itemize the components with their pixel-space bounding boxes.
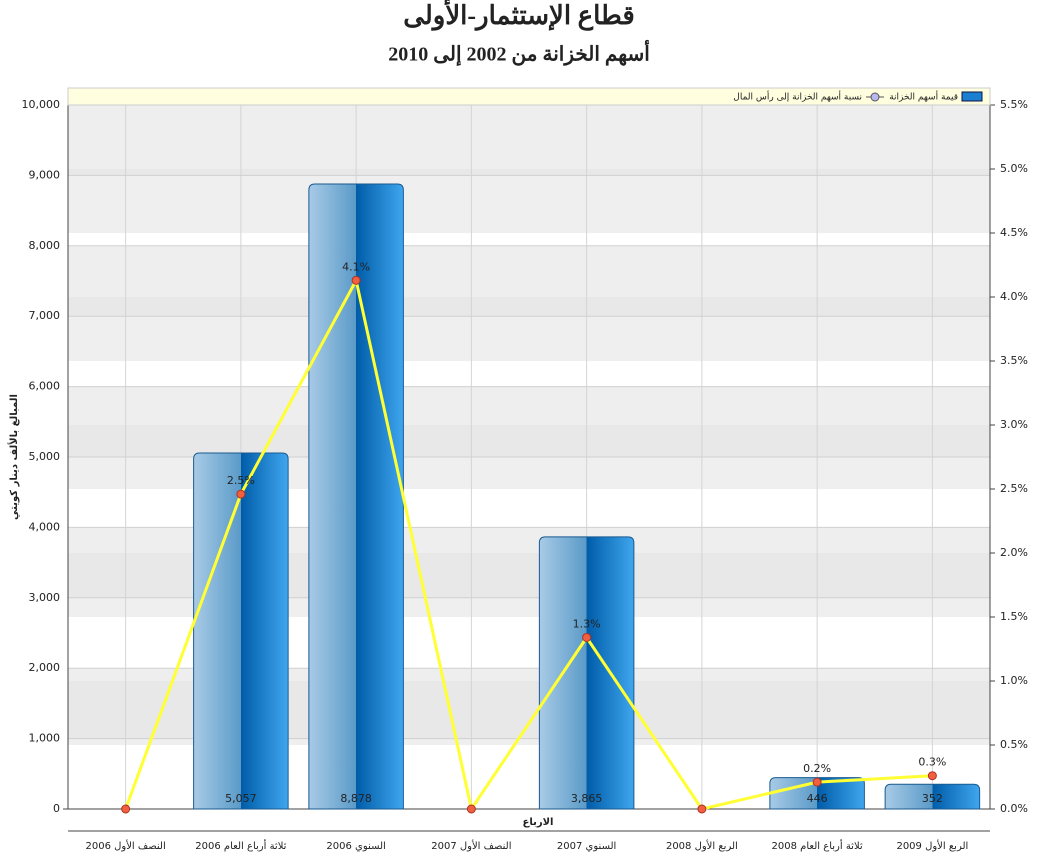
grid-band (68, 105, 990, 176)
bar-value-label: 446 (807, 792, 828, 805)
y-tick-label: 2,000 (29, 661, 61, 674)
y-tick-label: 0 (53, 802, 60, 815)
legend-marker (870, 92, 880, 102)
legend-label: نسبة أسهم الخزانة إلى رأس المال (733, 91, 862, 103)
bar (308, 183, 404, 810)
y2-tick-label: 3.0% (1000, 418, 1028, 431)
line-marker (351, 275, 361, 285)
line-marker (582, 632, 592, 642)
line-value-label: 0.2% (803, 762, 831, 775)
x-tick-label: ثلاثة أرباع العام 2006 (195, 839, 286, 852)
y2-tick-label: 0.5% (1000, 738, 1028, 751)
y-axis-label: المبالغ بالألف دينار كويتي (7, 394, 20, 520)
bar-value-label: 8,878 (340, 792, 372, 805)
x-tick-label: الربع الأول 2009 (896, 839, 968, 852)
x-tick-label: السنوي 2006 (326, 841, 385, 852)
line (124, 276, 933, 813)
y2-tick-label: 5.5% (1000, 98, 1028, 111)
line-value-label: 0.3% (918, 756, 946, 769)
x-axis-label: الارباع (523, 817, 554, 828)
y2-tick-label: 4.5% (1000, 226, 1028, 239)
legend-label: قيمة أسهم الخزانة (889, 91, 958, 103)
x-tick-label: الربع الأول 2008 (666, 839, 738, 852)
line-value-label: 4.1% (342, 260, 370, 273)
line-marker (121, 804, 131, 814)
chart-title: قطاع الإستثمار-الأولى (403, 0, 635, 31)
line-marker (236, 489, 246, 499)
bar (193, 452, 289, 810)
x-tick-label: النصف الأول 2007 (431, 839, 511, 852)
y-tick-label: 9,000 (29, 168, 61, 181)
x-tick-label: ثلاثة أرباع العام 2008 (772, 839, 863, 852)
x-tick-label: النصف الأول 2006 (85, 839, 165, 852)
line-value-label: 2.5% (227, 474, 255, 487)
bar (884, 783, 981, 810)
bar-value-label: 352 (922, 792, 943, 805)
legend-swatch (961, 91, 983, 102)
y-tick-label: 4,000 (29, 520, 61, 533)
bar (769, 777, 865, 810)
x-tick-label: السنوي 2007 (557, 841, 616, 852)
y-tick-label: 10,000 (22, 98, 61, 111)
line-marker (812, 777, 822, 787)
y2-tick-label: 5.0% (1000, 162, 1028, 175)
bar (538, 536, 635, 810)
y2-tick-label: 2.0% (1000, 546, 1028, 559)
y2-tick-label: 1.5% (1000, 610, 1028, 623)
grid-band (68, 297, 990, 361)
y2-tick-label: 0.0% (1000, 802, 1028, 815)
grid-band (68, 169, 990, 233)
chart-subtitle: أسهم الخزانة من 2002 إلى 2010 (388, 40, 650, 67)
y-tick-label: 8,000 (29, 239, 61, 252)
y-tick-label: 6,000 (29, 380, 61, 393)
legend (67, 87, 991, 106)
y-tick-label: 1,000 (29, 732, 61, 745)
line-marker (466, 804, 476, 814)
y-tick-label: 5,000 (29, 450, 61, 463)
y-tick-label: 3,000 (29, 591, 61, 604)
line-marker (697, 804, 707, 814)
y2-tick-label: 4.0% (1000, 290, 1028, 303)
line-marker (927, 771, 937, 781)
y-tick-label: 7,000 (29, 309, 61, 322)
bar-value-label: 5,057 (225, 792, 257, 805)
y2-tick-label: 1.0% (1000, 674, 1028, 687)
line-value-label: 1.3% (573, 617, 601, 630)
bar-value-label: 3,865 (571, 792, 603, 805)
y2-tick-label: 3.5% (1000, 354, 1028, 367)
y2-tick-label: 2.5% (1000, 482, 1028, 495)
